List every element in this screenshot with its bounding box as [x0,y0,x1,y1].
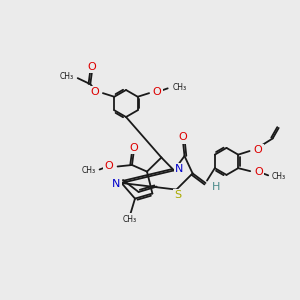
Text: O: O [254,167,263,177]
Text: N: N [175,164,184,174]
Text: O: O [153,87,161,97]
Text: O: O [129,142,138,153]
Text: CH₃: CH₃ [272,172,286,181]
Text: CH₃: CH₃ [172,82,187,92]
Text: CH₃: CH₃ [123,214,137,224]
Text: H: H [212,182,220,192]
Text: S: S [174,190,182,200]
Text: O: O [178,132,188,142]
Text: O: O [104,161,113,171]
Text: CH₃: CH₃ [60,72,74,81]
Text: O: O [254,145,262,155]
Text: CH₃: CH₃ [82,166,96,175]
Text: N: N [112,178,120,189]
Text: O: O [88,62,97,72]
Text: O: O [91,87,99,97]
